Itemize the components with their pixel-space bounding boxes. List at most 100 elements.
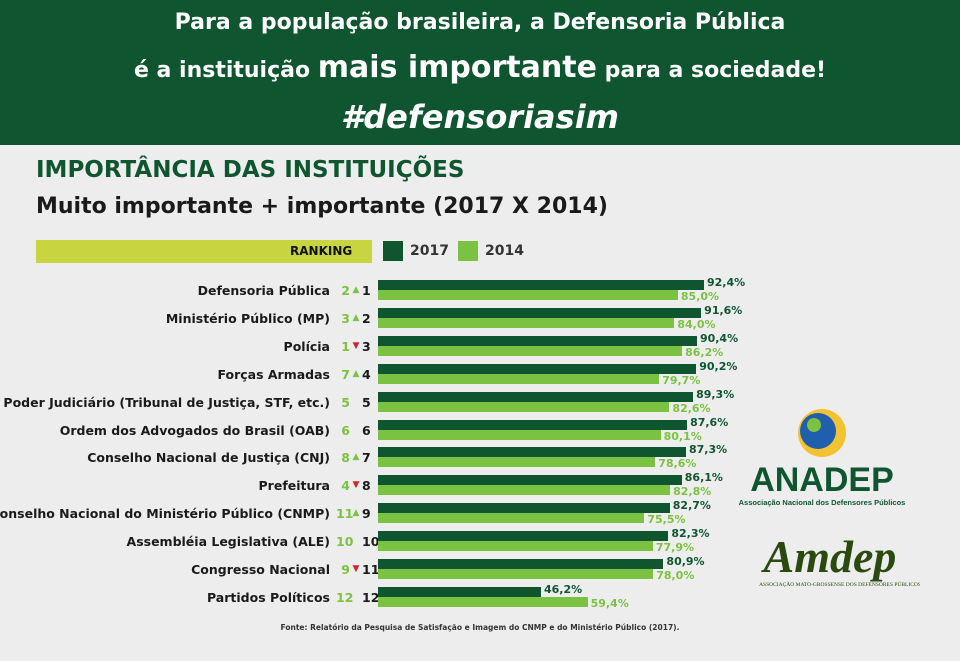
value-label-2017: 86,1% — [684, 471, 723, 485]
value-label-2014: 79,7% — [662, 373, 701, 387]
institution-label: Ministério Público (MP) — [165, 310, 330, 326]
amdep-subtitle: ASSOCIAÇÃO MATO-GROSSENSE DOS DEFENSORES… — [759, 580, 920, 588]
rank-2017: 11 — [362, 562, 380, 577]
rank-2014: 2 — [341, 283, 350, 298]
bar-2017 — [378, 419, 688, 430]
rank-2017: 1 — [362, 283, 371, 298]
value-label-2014: 82,6% — [672, 401, 711, 415]
bar-2017 — [378, 307, 702, 318]
value-label-2014: 59,4% — [590, 596, 629, 610]
institution-label: Congresso Nacional — [191, 562, 330, 577]
bar-2017 — [378, 280, 704, 290]
header-banner: Para a população brasileira, a Defensori… — [0, 0, 960, 145]
chart-subtitle: Muito importante + importante (2017 X 20… — [36, 194, 608, 219]
bar-2014 — [378, 569, 654, 579]
rank-2017: 3 — [362, 338, 371, 354]
bar-2014 — [378, 317, 675, 328]
hashtag: #defensoriasim — [340, 98, 619, 136]
rank-2017: 10 — [362, 534, 380, 550]
rank-2014: 9 — [341, 562, 350, 577]
institution-label: Poder Judiciário (Tribunal de Justiça, S… — [3, 394, 330, 410]
value-label-2017: 80,9% — [666, 555, 705, 568]
banner-line-2-emphasis: mais importante — [317, 50, 597, 85]
rank-2017: 8 — [362, 478, 371, 494]
bar-2014 — [378, 485, 671, 496]
banner-line-2-pre: é a instituição — [133, 58, 311, 83]
institution-label: Polícia — [283, 338, 330, 354]
value-label-2017: 87,6% — [690, 415, 729, 429]
banner-line-1: Para a população brasileira, a Defensori… — [174, 10, 786, 35]
rank-2017: 5 — [362, 394, 371, 410]
banner-line-2: é a instituição mais importante para a s… — [0, 50, 960, 85]
institution-label: Ordem dos Advogados do Brasil (OAB) — [59, 422, 330, 438]
value-label-2014: 78,0% — [656, 569, 695, 582]
legend-label-2017: 2017 — [410, 243, 449, 259]
rank-2014: 4 — [341, 478, 350, 494]
value-label-2014: 78,6% — [658, 457, 697, 471]
value-label-2017: 90,2% — [699, 359, 738, 373]
rank-2014: 12 — [336, 589, 354, 605]
bar-2017 — [378, 586, 541, 597]
rank-2014: 1 — [341, 338, 350, 354]
rank-2017: 6 — [362, 422, 371, 438]
bar-2014 — [378, 345, 683, 356]
bar-2014 — [378, 513, 645, 524]
rank-up-icon: ▲ — [352, 368, 360, 379]
rank-2014: 11 — [336, 506, 354, 522]
bar-2017 — [378, 391, 694, 402]
value-label-2017: 46,2% — [544, 582, 583, 596]
bar-2017 — [378, 503, 670, 514]
value-label-2017: 82,3% — [671, 527, 710, 541]
institution-label: Partidos Políticos — [206, 589, 330, 605]
rank-up-icon: ▲ — [352, 312, 360, 323]
rank-2014: 3 — [341, 310, 350, 326]
value-label-2017: 91,6% — [704, 303, 743, 317]
bar-2017 — [378, 335, 697, 346]
bar-2014 — [378, 290, 678, 300]
institution-label: Forças Armadas — [217, 366, 330, 382]
anadep-subtitle: Associação Nacional dos Defensores Públi… — [739, 498, 906, 507]
legend-swatch-2017 — [383, 241, 403, 261]
value-label-2014: 75,5% — [647, 513, 686, 527]
value-label-2014: 84,0% — [677, 317, 716, 331]
rank-2017: 12 — [362, 589, 380, 605]
rank-2017: 9 — [362, 506, 371, 522]
rank-up-icon: ▲ — [352, 508, 360, 519]
bar-2014 — [378, 401, 670, 412]
bar-2017 — [378, 559, 664, 569]
rank-up-icon: ▲ — [352, 285, 360, 295]
value-label-2017: 82,7% — [672, 499, 711, 513]
institution-label: Conselho Nacional do Ministério Público … — [0, 506, 330, 522]
rank-down-icon: ▼ — [352, 564, 360, 574]
legend-label-2014: 2014 — [485, 243, 524, 259]
rank-2014: 10 — [336, 534, 354, 550]
anadep-logo: ANADEP Associação Nacional dos Defensore… — [739, 409, 906, 507]
value-label-2017: 89,3% — [696, 387, 735, 401]
institution-label: Conselho Nacional de Justiça (CNJ) — [87, 450, 330, 466]
anadep-emblem-inner-icon — [800, 413, 836, 449]
bar-2017 — [378, 447, 686, 458]
rank-2014: 8 — [341, 450, 350, 466]
bar-2017 — [378, 531, 669, 542]
value-label-2017: 90,4% — [699, 331, 739, 345]
value-label-2017: 92,4% — [707, 276, 746, 289]
rank-2014: 7 — [341, 366, 350, 382]
amdep-name: Amdep — [761, 531, 897, 582]
value-label-2014: 82,8% — [673, 485, 712, 499]
rank-2017: 2 — [362, 310, 371, 326]
bar-2017 — [378, 475, 682, 486]
ranking-header-bar — [36, 240, 372, 263]
legend-swatch-2014 — [458, 241, 478, 261]
rank-2014: 6 — [341, 422, 350, 438]
chart-title: IMPORTÂNCIA DAS INSTITUIÇÕES — [36, 157, 465, 183]
amdep-logo: Amdep ASSOCIAÇÃO MATO-GROSSENSE DOS DEFE… — [759, 531, 920, 588]
rank-down-icon: ▼ — [352, 480, 360, 491]
institution-label: Defensoria Pública — [197, 283, 330, 298]
bar-2014 — [378, 541, 653, 552]
value-label-2017: 87,3% — [689, 443, 728, 457]
rank-2017: 7 — [362, 450, 371, 466]
rank-down-icon: ▼ — [352, 340, 360, 351]
bar-2014 — [378, 429, 661, 440]
value-label-2014: 80,1% — [663, 429, 702, 443]
anadep-emblem-figure-icon — [807, 418, 821, 432]
